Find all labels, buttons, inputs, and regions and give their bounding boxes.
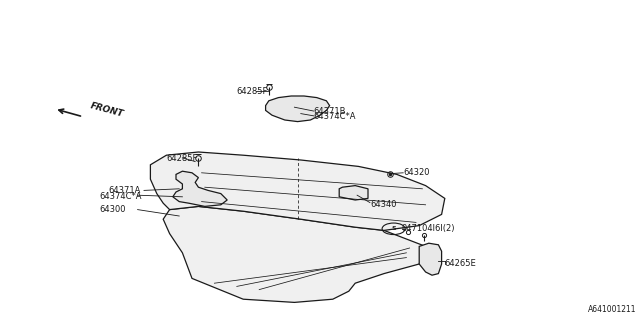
Text: 64374C*A: 64374C*A [99, 192, 141, 201]
Polygon shape [339, 186, 368, 200]
Text: 64285F: 64285F [237, 87, 268, 96]
Text: S: S [391, 226, 396, 231]
Text: 64300: 64300 [99, 205, 125, 214]
Polygon shape [419, 243, 442, 275]
Text: FRONT: FRONT [90, 101, 125, 119]
Text: 64285F: 64285F [166, 154, 198, 163]
Polygon shape [163, 206, 426, 302]
Text: 64265E: 64265E [445, 260, 477, 268]
Text: 64340: 64340 [370, 200, 396, 209]
Polygon shape [173, 171, 227, 206]
Text: 64374C*A: 64374C*A [314, 112, 356, 121]
Text: A641001211: A641001211 [588, 305, 637, 314]
Text: 64371A: 64371A [109, 186, 141, 195]
Text: 64371B: 64371B [314, 108, 346, 116]
Text: 047104l6l(2): 047104l6l(2) [402, 224, 456, 233]
Polygon shape [266, 96, 330, 122]
Polygon shape [150, 152, 445, 230]
Text: 64320: 64320 [403, 168, 429, 177]
